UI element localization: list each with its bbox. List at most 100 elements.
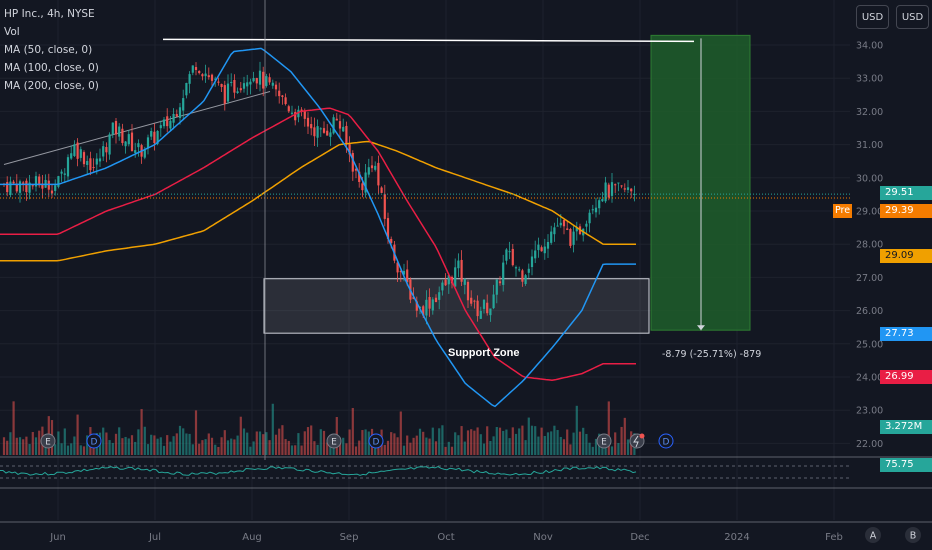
- candle-body: [406, 269, 409, 283]
- candle-body: [345, 125, 348, 144]
- volume-bar: [434, 441, 438, 455]
- volume-bar: [342, 437, 345, 455]
- candle-body: [182, 98, 185, 111]
- candle-body: [86, 160, 89, 165]
- candle-body: [508, 251, 511, 253]
- volume-bar: [601, 445, 604, 455]
- volume-bar: [60, 443, 63, 455]
- candle-body: [518, 269, 521, 271]
- volume-bar: [121, 438, 124, 455]
- candle-body: [572, 231, 575, 245]
- candle-body: [207, 75, 210, 78]
- candle-body: [9, 181, 12, 195]
- candle-body: [130, 132, 134, 152]
- volume-bar: [6, 440, 9, 455]
- volume-bar: [582, 427, 585, 455]
- volume-bar: [191, 444, 194, 455]
- volume-bar: [210, 437, 214, 455]
- candle-body: [294, 112, 297, 121]
- candle-body: [290, 112, 294, 114]
- candle-body: [76, 142, 79, 159]
- volume-bar: [569, 444, 572, 455]
- currency-button[interactable]: USD: [856, 5, 889, 29]
- volume-bar: [66, 445, 70, 455]
- volume-bar: [460, 426, 463, 455]
- volume-bar: [351, 407, 354, 455]
- candle-body: [89, 158, 92, 171]
- event-marker[interactable]: [86, 433, 102, 449]
- candle-body: [150, 131, 153, 137]
- ma200-legend[interactable]: MA (200, close, 0): [4, 80, 99, 92]
- event-marker[interactable]: [326, 433, 342, 449]
- last-price-label: 29.51: [880, 186, 932, 200]
- candle-body: [415, 301, 418, 311]
- event-marker[interactable]: [40, 433, 56, 449]
- candle-body: [70, 153, 73, 159]
- volume-bar: [585, 433, 588, 455]
- candle-body: [281, 95, 284, 97]
- candle-body: [153, 131, 156, 144]
- volume-bar: [15, 437, 18, 455]
- candles: [2, 61, 636, 325]
- candle-body: [162, 119, 166, 127]
- candle-body: [143, 149, 146, 158]
- candle-body: [329, 132, 332, 137]
- volume-bar: [118, 427, 121, 455]
- volume-bar: [316, 444, 319, 455]
- candle-body: [166, 116, 169, 127]
- candle-body: [111, 122, 114, 135]
- ma-200-line: [0, 140, 636, 262]
- candle-body: [358, 171, 361, 182]
- candle-body: [489, 308, 492, 316]
- candle-body: [444, 279, 447, 286]
- candle-body: [425, 299, 428, 316]
- candle-body: [626, 187, 630, 190]
- volume-bar: [194, 410, 198, 455]
- event-marker[interactable]: [368, 433, 384, 449]
- candle-body: [374, 165, 377, 170]
- candle-body: [537, 244, 540, 251]
- volume-bar: [508, 438, 511, 455]
- candle-body: [348, 144, 351, 155]
- ma50-legend[interactable]: MA (50, close, 0): [4, 44, 93, 56]
- volume-bar: [38, 430, 41, 455]
- axis-button[interactable]: [905, 527, 921, 543]
- volume-bar: [255, 431, 258, 455]
- volume-bar: [57, 431, 60, 455]
- candle-body: [34, 176, 38, 187]
- candle-body: [610, 182, 614, 196]
- candle-body: [342, 126, 345, 132]
- currency-button[interactable]: USD: [896, 5, 929, 29]
- candle-body: [63, 173, 66, 175]
- candle-body: [25, 180, 28, 193]
- candle-body: [198, 70, 201, 74]
- axis-button-label: B: [910, 531, 917, 542]
- volume-bar: [166, 435, 169, 455]
- axis-button[interactable]: [865, 527, 881, 543]
- candle-body: [607, 184, 610, 198]
- volume-legend: Vol: [4, 26, 20, 38]
- volume-bar: [220, 437, 223, 455]
- volume-bar: [79, 445, 82, 455]
- candle-body: [326, 130, 329, 136]
- volume-bar: [614, 432, 617, 455]
- volume-bar: [345, 443, 348, 455]
- volume-bar: [319, 429, 322, 455]
- volume-bar: [364, 429, 367, 455]
- ma100-legend[interactable]: MA (100, close, 0): [4, 62, 99, 74]
- event-marker[interactable]: [658, 433, 674, 449]
- event-marker[interactable]: [596, 433, 612, 449]
- volume-bar: [543, 436, 546, 455]
- candle-body: [92, 167, 95, 169]
- candle-body: [630, 188, 633, 192]
- candle-body: [594, 207, 598, 213]
- volume-bar: [153, 435, 156, 455]
- volume-bar: [313, 441, 316, 455]
- volume-bar: [217, 446, 220, 455]
- candle-body: [230, 81, 233, 83]
- volume-bar: [540, 427, 543, 455]
- candle-body: [268, 77, 271, 83]
